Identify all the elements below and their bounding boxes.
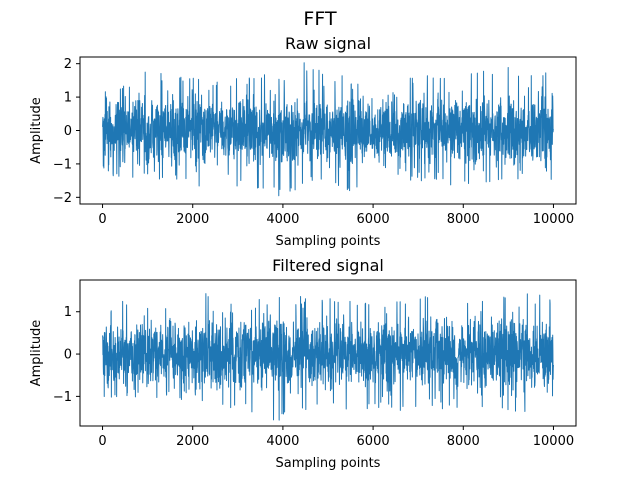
xtick-label-filtered-3: 6000: [357, 434, 390, 449]
panel-title-filtered: Filtered signal: [272, 256, 384, 275]
xtick-label-raw-4: 8000: [447, 212, 480, 227]
figure-title: FFT: [303, 8, 337, 30]
ytick-label-filtered-1: 0: [64, 348, 72, 363]
xtick-label-filtered-4: 8000: [447, 434, 480, 449]
xtick-label-raw-1: 2000: [176, 212, 209, 227]
xtick-label-raw-2: 4000: [266, 212, 299, 227]
xtick-label-filtered-2: 4000: [266, 434, 299, 449]
xtick-label-filtered-0: 0: [98, 434, 106, 449]
ylabel-filtered: Amplitude: [29, 320, 44, 387]
xtick-label-raw-0: 0: [98, 212, 106, 227]
xtick-label-raw-3: 6000: [357, 212, 390, 227]
ytick-label-filtered-0: −1: [53, 390, 72, 405]
signal-line-raw: [102, 62, 554, 197]
xlabel-raw: Sampling points: [276, 234, 381, 249]
signal-line-filtered: [102, 293, 554, 421]
panel-filtered-signal: Filtered signal 0 2000 4000 6000 8000 10000 −1…: [29, 256, 577, 471]
xtick-label-filtered-1: 2000: [176, 434, 209, 449]
panel-title-raw: Raw signal: [285, 34, 371, 53]
ytick-label-raw-4: 2: [64, 57, 72, 72]
axes-frame-filtered: [79, 279, 577, 427]
ylabel-raw: Amplitude: [29, 97, 44, 164]
xtick-label-filtered-5: 10000: [533, 434, 574, 449]
plot-area-raw: 0 2000 4000 6000 8000 10000 −2 −1 0 1 2: [53, 57, 574, 227]
ytick-label-raw-3: 1: [64, 91, 72, 106]
plot-area-filtered: 0 2000 4000 6000 8000 10000 −1 0 1: [53, 293, 574, 449]
ytick-label-raw-0: −2: [53, 191, 72, 206]
panel-raw-signal: Raw signal 0 2000 4000 6000 8000 10000 −2 −1 0 1 2…: [29, 34, 577, 249]
ytick-label-filtered-2: 1: [64, 305, 72, 320]
xlabel-filtered: Sampling points: [276, 456, 381, 471]
ytick-label-raw-2: 0: [64, 124, 72, 139]
xtick-label-raw-5: 10000: [533, 212, 574, 227]
ytick-label-raw-1: −1: [53, 157, 72, 172]
